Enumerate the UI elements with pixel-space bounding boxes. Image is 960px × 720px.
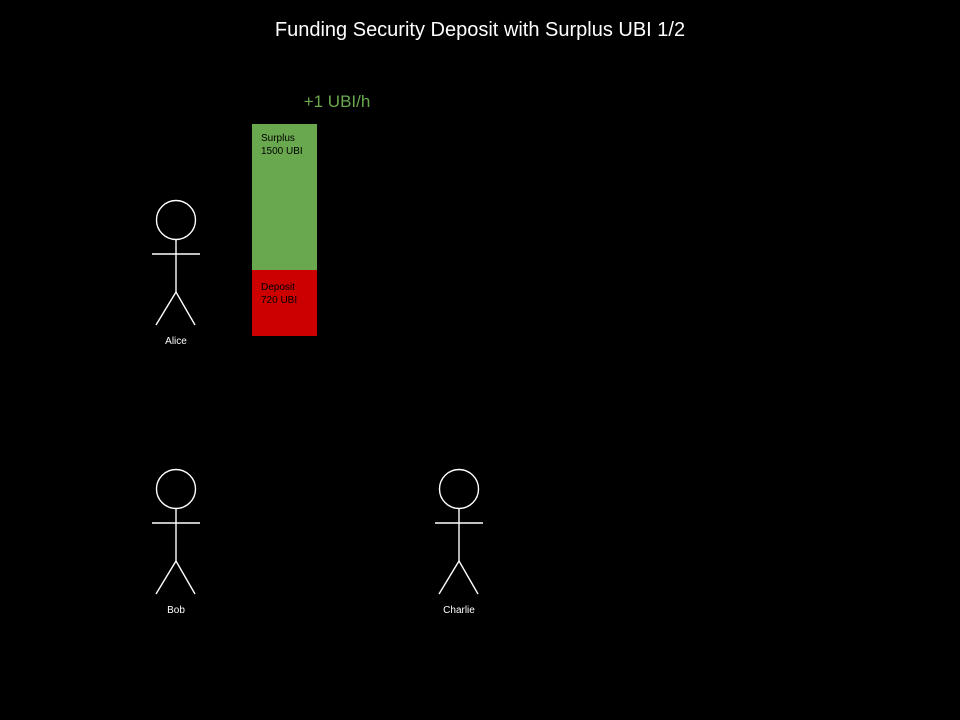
diagram-title: Funding Security Deposit with Surplus UB… bbox=[274, 19, 686, 41]
surplus-amount: 1500 UBI bbox=[261, 146, 303, 157]
ubi-rate-label: +1 UBI/h bbox=[303, 92, 371, 111]
deposit-amount: 720 UBI bbox=[261, 295, 298, 306]
actor-name: Charlie bbox=[443, 605, 475, 616]
deposit-block: Deposit 720 UBI bbox=[252, 270, 317, 336]
surplus-label: Surplus bbox=[261, 133, 295, 144]
actor-alice: Alice bbox=[146, 199, 206, 347]
deposit-label: Deposit bbox=[261, 282, 295, 293]
stick-figure-icon bbox=[152, 468, 200, 595]
actor-name: Alice bbox=[165, 336, 187, 347]
surplus-block: Surplus 1500 UBI bbox=[252, 124, 317, 270]
actor-charlie: Charlie bbox=[429, 468, 489, 616]
stick-figure-icon bbox=[152, 199, 200, 326]
actor-name: Bob bbox=[167, 605, 185, 616]
actor-bob: Bob bbox=[146, 468, 206, 616]
stick-figure-icon bbox=[435, 468, 483, 595]
